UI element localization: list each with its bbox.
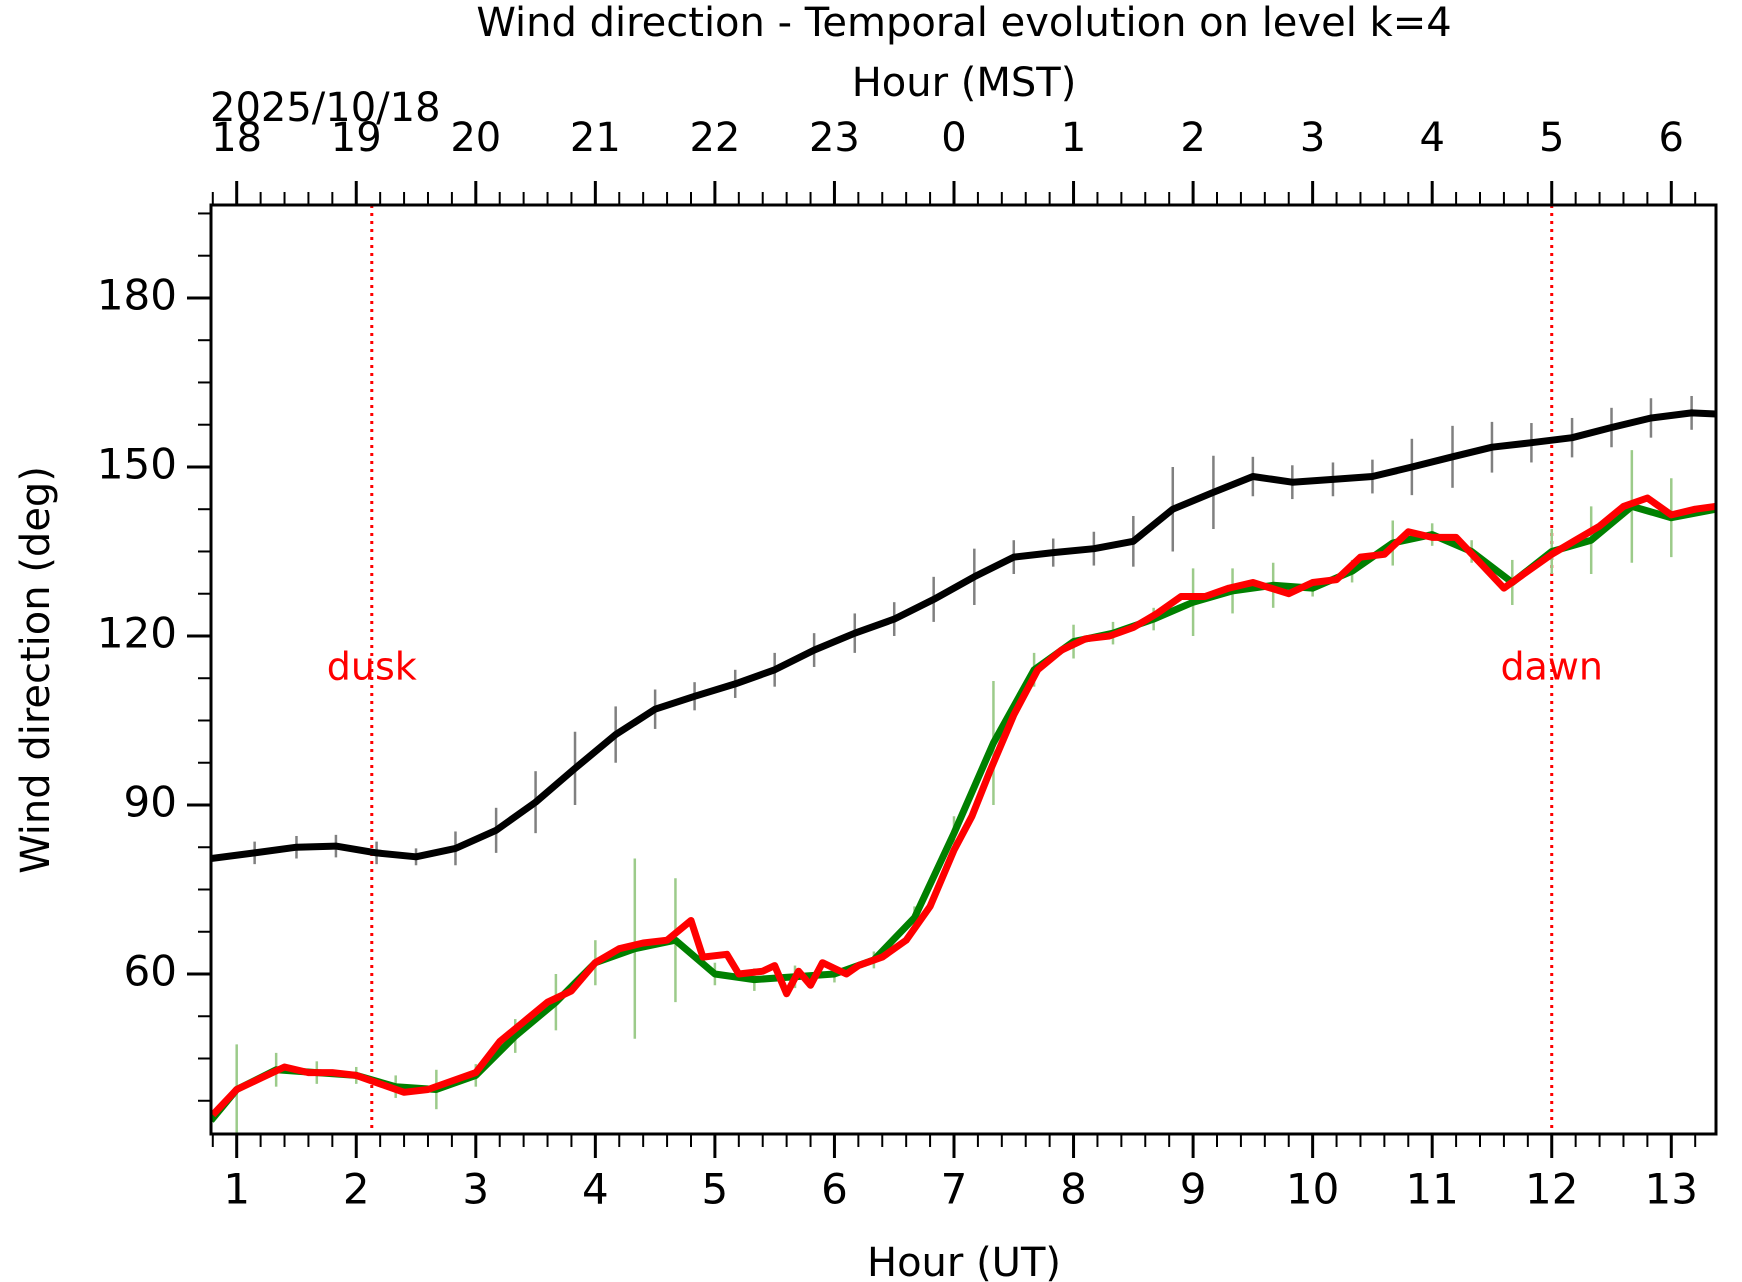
y-tick-label: 60: [124, 947, 177, 996]
x2-tick-label: 20: [450, 115, 501, 161]
x-tick-label: 11: [1405, 1165, 1458, 1214]
plot-frame: [209, 203, 1718, 1136]
x-tick-label: 2: [343, 1165, 370, 1214]
x-tick-label: 13: [1645, 1165, 1698, 1214]
x-axis-label: Hour (UT): [867, 1240, 1061, 1282]
x-tick-label: 5: [702, 1165, 729, 1214]
x2-tick-label: 22: [689, 115, 740, 161]
x-tick-label: 7: [941, 1165, 968, 1214]
y-tick-label: 90: [124, 777, 177, 826]
y-tick-label: 120: [97, 608, 177, 657]
x-tick-label: 1: [223, 1165, 250, 1214]
series-line: [211, 409, 1716, 862]
series-line: [211, 494, 1716, 1118]
x2-tick-label: 18: [211, 115, 262, 161]
x2-tick-label: 5: [1539, 115, 1564, 161]
x2-tick-label: 3: [1300, 115, 1325, 161]
x-tick-label: 12: [1525, 1165, 1578, 1214]
event-label: dusk: [327, 645, 417, 689]
x2-tick-label: 21: [570, 115, 621, 161]
x-tick-label: 8: [1060, 1165, 1087, 1214]
series-line: [211, 502, 1716, 1123]
x2-tick-label: 2: [1180, 115, 1205, 161]
event-label: dawn: [1500, 645, 1603, 689]
x2-tick-label: 19: [331, 115, 382, 161]
x-tick-label: 6: [821, 1165, 848, 1214]
x-tick-label: 4: [582, 1165, 609, 1214]
x2-tick-label: 23: [809, 115, 860, 161]
x2-tick-label: 6: [1659, 115, 1684, 161]
x2-tick-label: 0: [941, 115, 966, 161]
date-label: 2025/10/18: [210, 85, 441, 131]
y-tick-label: 150: [97, 439, 177, 488]
y-axis-label: Wind direction (deg): [13, 466, 59, 874]
x2-tick-label: 1: [1061, 115, 1086, 161]
x-tick-label: 10: [1286, 1165, 1339, 1214]
x2-tick-label: 4: [1419, 115, 1444, 161]
x-tick-label: 3: [462, 1165, 489, 1214]
top-axis-label: Hour (MST): [852, 60, 1077, 106]
y-tick-label: 180: [97, 270, 177, 319]
x-tick-label: 9: [1180, 1165, 1207, 1214]
chart-title: Wind direction - Temporal evolution on l…: [476, 0, 1451, 46]
